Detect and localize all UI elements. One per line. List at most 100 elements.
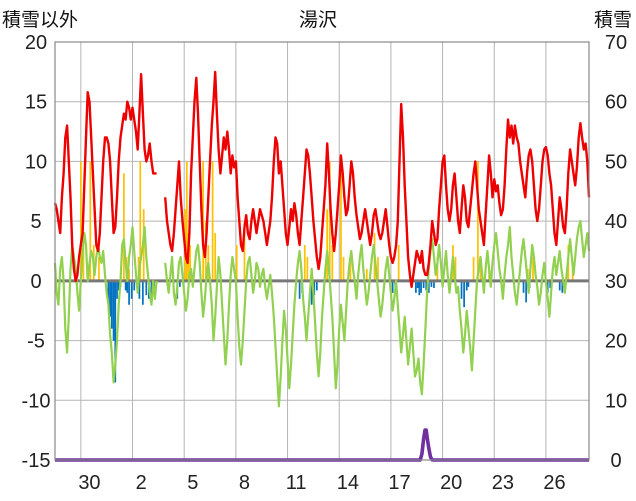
orange-bar bbox=[243, 221, 246, 281]
left-tick-label: -15 bbox=[22, 450, 51, 472]
blue-bar bbox=[522, 280, 525, 293]
left-tick-label: 15 bbox=[25, 92, 47, 114]
x-tick-label: 5 bbox=[187, 472, 198, 494]
orange-bar bbox=[331, 245, 334, 281]
blue-bar bbox=[391, 280, 394, 293]
blue-bar bbox=[415, 280, 417, 293]
left-tick-label: -10 bbox=[22, 390, 51, 412]
orange-bar bbox=[365, 268, 368, 281]
right-tick-label: 40 bbox=[605, 211, 627, 233]
right-tick-label: 60 bbox=[605, 92, 627, 114]
right-tick-label: 20 bbox=[605, 331, 627, 353]
blue-bar bbox=[145, 280, 148, 296]
orange-bar bbox=[342, 256, 345, 281]
blue-bar bbox=[112, 280, 115, 341]
orange-bar bbox=[303, 245, 306, 281]
blue-bar bbox=[549, 280, 552, 289]
blue-bar bbox=[107, 280, 110, 305]
right-tick-label: 30 bbox=[605, 271, 627, 293]
blue-bar bbox=[109, 280, 111, 317]
blue-bar bbox=[133, 280, 136, 291]
blue-bar bbox=[416, 280, 419, 289]
orange-bar bbox=[472, 256, 475, 281]
left-tick-label: 5 bbox=[30, 211, 41, 233]
plot-area-frame bbox=[54, 41, 590, 461]
orange-bar bbox=[377, 256, 379, 281]
blue-bar bbox=[420, 280, 422, 293]
orange-bar bbox=[306, 256, 309, 281]
blue-bar bbox=[433, 280, 435, 289]
orange-bar bbox=[349, 256, 352, 281]
blue-bar bbox=[422, 280, 425, 289]
blue-bar bbox=[179, 280, 181, 287]
blue-bar bbox=[110, 280, 113, 329]
orange-bar bbox=[328, 161, 331, 281]
orange-bar bbox=[214, 233, 217, 281]
x-tick-label: 8 bbox=[239, 472, 250, 494]
blue-bar bbox=[310, 280, 313, 305]
blue-bar bbox=[418, 280, 421, 296]
x-tick-label: 30 bbox=[78, 472, 100, 494]
blue-bar bbox=[138, 280, 141, 299]
left-axis-label: 積雪以外 bbox=[2, 9, 78, 31]
left-tick-label: -5 bbox=[27, 331, 45, 353]
blue-bar bbox=[124, 280, 127, 291]
blue-bar bbox=[128, 280, 130, 305]
blue-bar bbox=[298, 280, 301, 299]
purple-series-line bbox=[55, 428, 589, 462]
blue-bar bbox=[126, 280, 129, 293]
blue-bar bbox=[425, 280, 428, 291]
blue-bar bbox=[525, 280, 527, 303]
orange-bar bbox=[326, 209, 329, 281]
left-tick-label: 0 bbox=[30, 271, 41, 293]
orange-bar bbox=[532, 256, 534, 281]
left-tick-label: 20 bbox=[25, 32, 47, 54]
blue-bar bbox=[141, 280, 144, 305]
right-tick-label: 0 bbox=[610, 450, 621, 472]
blue-bar bbox=[430, 280, 433, 287]
x-tick-label: 11 bbox=[286, 472, 307, 494]
orange-bar bbox=[98, 256, 100, 281]
blue-bar bbox=[315, 280, 318, 291]
x-tick-label: 26 bbox=[543, 472, 565, 494]
x-tick-label: 2 bbox=[136, 472, 147, 494]
blue-bar bbox=[558, 280, 561, 291]
x-tick-label: 14 bbox=[337, 472, 359, 494]
blue-bar bbox=[460, 280, 463, 299]
orange-bar bbox=[477, 161, 479, 281]
blue-bar bbox=[116, 280, 118, 299]
orange-bar bbox=[189, 245, 192, 281]
blue-bar bbox=[427, 280, 430, 293]
x-tick-label: 23 bbox=[492, 472, 514, 494]
right-tick-label: 70 bbox=[605, 32, 627, 54]
orange-bar bbox=[82, 239, 85, 281]
left-tick-label: 10 bbox=[25, 151, 47, 173]
orange-bar bbox=[479, 256, 482, 281]
blue-bar bbox=[313, 280, 316, 296]
orange-bar bbox=[454, 256, 457, 281]
right-tick-label: 50 bbox=[605, 151, 627, 173]
chart-title: 湯沢 bbox=[299, 9, 337, 31]
blue-bar bbox=[114, 280, 117, 383]
blue-bar bbox=[561, 280, 564, 293]
blue-bar bbox=[465, 280, 468, 291]
blue-bar bbox=[463, 280, 465, 308]
blue-bar bbox=[130, 280, 133, 299]
orange-bar bbox=[89, 161, 92, 281]
line-series bbox=[53, 70, 591, 462]
blue-bar bbox=[117, 280, 120, 291]
orange-bar bbox=[397, 245, 400, 281]
red-series-line bbox=[53, 70, 591, 288]
orange-bar bbox=[185, 161, 188, 281]
orange-bar bbox=[340, 161, 342, 281]
orange-bar bbox=[79, 161, 82, 281]
orange-bar bbox=[139, 161, 142, 281]
orange-bar bbox=[235, 245, 238, 281]
blue-bar bbox=[467, 280, 470, 287]
right-tick-label: 10 bbox=[605, 390, 627, 412]
blue-bar bbox=[546, 280, 549, 293]
orange-bar bbox=[211, 161, 214, 281]
